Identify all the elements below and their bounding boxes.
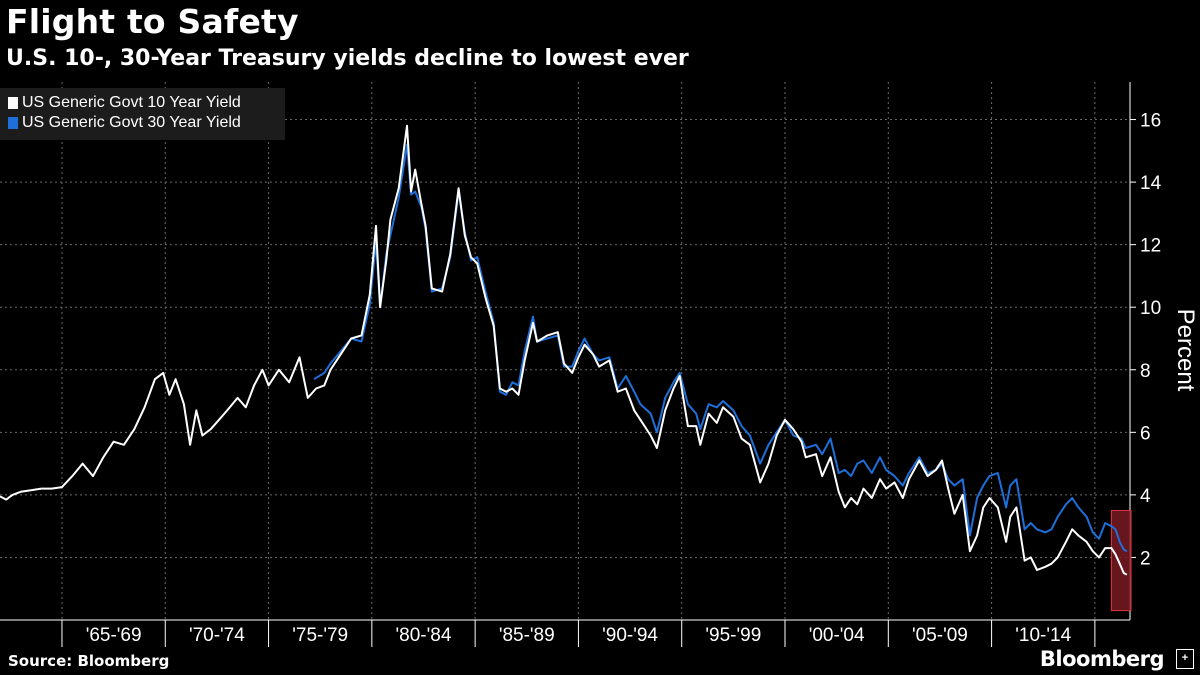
bloomberg-logo: Bloomberg (1039, 647, 1165, 671)
y-tick-label: 8 (1140, 361, 1151, 382)
x-tick-label: '05-'09 (912, 625, 968, 646)
chart-subtitle: U.S. 10-, 30-Year Treasury yields declin… (6, 46, 689, 71)
legend-swatch-10-year (8, 97, 18, 109)
y-tick-label: 10 (1140, 298, 1161, 319)
y-tick-label: 14 (1140, 173, 1162, 194)
series-line-10-year (0, 124, 1128, 576)
x-tick-label: '95-'99 (705, 625, 761, 646)
y-tick-label: 12 (1140, 236, 1161, 257)
x-tick-label: '80-'84 (396, 625, 452, 646)
y-tick-label: 2 (1140, 548, 1151, 569)
x-tick-label: '00-'04 (809, 625, 865, 646)
legend-swatch-30-year (8, 117, 18, 129)
x-tick-label: '90-'94 (602, 625, 658, 646)
series-line-30-year (313, 143, 1128, 553)
chart-title: Flight to Safety (6, 2, 299, 41)
x-tick-label: '65-'69 (86, 625, 142, 646)
source-note: Source: Bloomberg (8, 652, 170, 670)
legend-item-30-year: US Generic Govt 30 Year Yield (8, 113, 241, 133)
highlight-box (1110, 510, 1132, 612)
y-tick-label: 6 (1140, 423, 1151, 444)
y-tick-label: 4 (1140, 486, 1151, 507)
legend-label-30-year: US Generic Govt 30 Year Yield (22, 114, 241, 131)
x-tick-label: '75-'79 (292, 625, 348, 646)
y-tick-label: 16 (1140, 111, 1161, 132)
legend-item-10-year: US Generic Govt 10 Year Yield (8, 93, 241, 113)
legend: US Generic Govt 10 Year Yield US Generic… (0, 88, 285, 140)
x-tick-label: '85-'89 (499, 625, 555, 646)
x-tick-label: '70-'74 (189, 625, 245, 646)
y-axis-label: Percent (1172, 309, 1199, 392)
legend-label-10-year: US Generic Govt 10 Year Yield (22, 94, 241, 111)
bloomberg-terminal-icon: + (1176, 649, 1194, 669)
x-tick-label: '10-'14 (1015, 625, 1071, 646)
